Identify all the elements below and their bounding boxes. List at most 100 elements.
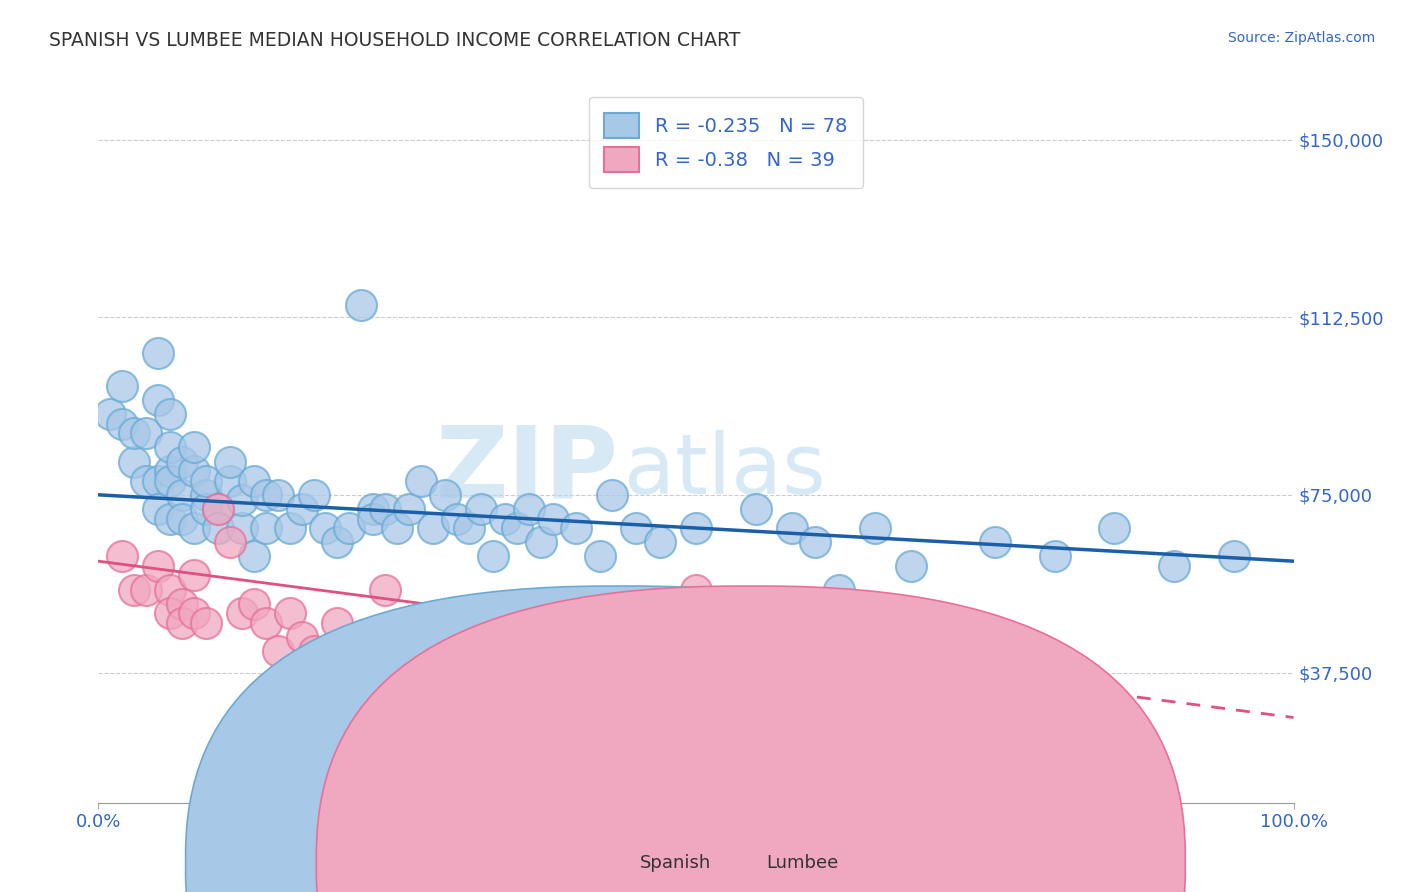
Point	[207, 502, 229, 516]
Point	[135, 426, 157, 441]
Point	[315, 521, 337, 535]
Point	[745, 607, 768, 621]
Point	[411, 474, 433, 488]
Point	[1104, 521, 1126, 535]
Point	[865, 521, 887, 535]
Point	[278, 521, 301, 535]
Point	[470, 615, 492, 630]
Point	[1163, 558, 1185, 573]
Point	[183, 521, 205, 535]
Point	[900, 558, 922, 573]
Point	[302, 488, 325, 502]
Point	[183, 568, 205, 582]
Point	[195, 488, 218, 502]
Point	[219, 455, 242, 469]
Point	[159, 441, 181, 455]
Point	[470, 502, 492, 516]
Point	[984, 535, 1007, 549]
Point	[195, 474, 218, 488]
Point	[541, 654, 564, 668]
Point	[648, 535, 672, 549]
Point	[207, 502, 229, 516]
Point	[243, 549, 266, 564]
Point	[183, 441, 205, 455]
Point	[828, 582, 851, 597]
Point	[124, 426, 146, 441]
Point	[685, 582, 707, 597]
Point	[148, 393, 170, 408]
Point	[865, 630, 887, 644]
Point	[98, 407, 122, 421]
Point	[111, 379, 134, 393]
Point	[148, 474, 170, 488]
Point	[172, 488, 194, 502]
Point	[434, 488, 457, 502]
Point	[446, 630, 468, 644]
Point	[326, 615, 349, 630]
Point	[172, 455, 194, 469]
Point	[709, 630, 731, 644]
Point	[111, 549, 134, 564]
Point	[589, 663, 612, 677]
Point	[685, 521, 707, 535]
Point	[804, 535, 827, 549]
Point	[148, 502, 170, 516]
Point	[267, 644, 290, 658]
Point	[745, 502, 768, 516]
Point	[446, 511, 468, 525]
Point	[148, 558, 170, 573]
Point	[1043, 549, 1066, 564]
Legend: R = -0.235   N = 78, R = -0.38   N = 39: R = -0.235 N = 78, R = -0.38 N = 39	[589, 97, 863, 188]
Point	[924, 615, 946, 630]
Point	[111, 417, 134, 431]
Point	[626, 644, 648, 658]
Text: ZIP: ZIP	[436, 422, 619, 519]
Point	[422, 654, 444, 668]
Point	[530, 535, 553, 549]
Point	[363, 511, 385, 525]
Point	[481, 549, 505, 564]
Point	[195, 502, 218, 516]
Point	[422, 521, 444, 535]
Point	[661, 739, 683, 753]
Point	[506, 521, 529, 535]
Point	[326, 535, 349, 549]
Point	[350, 630, 373, 644]
Point	[148, 345, 170, 359]
Point	[159, 474, 181, 488]
Point	[159, 407, 181, 421]
Point	[183, 607, 205, 621]
Point	[398, 644, 420, 658]
Point	[231, 492, 253, 507]
Point	[339, 521, 361, 535]
Point	[291, 502, 314, 516]
Point	[780, 597, 803, 611]
Point	[506, 644, 529, 658]
Point	[243, 474, 266, 488]
Point	[135, 582, 157, 597]
Point	[159, 582, 181, 597]
Point	[243, 597, 266, 611]
Text: Spanish: Spanish	[640, 855, 711, 872]
Text: Lumbee: Lumbee	[766, 855, 838, 872]
Point	[494, 511, 516, 525]
Point	[302, 644, 325, 658]
Point	[602, 488, 624, 502]
Point	[374, 502, 396, 516]
Point	[172, 597, 194, 611]
Point	[159, 511, 181, 525]
Point	[278, 607, 301, 621]
Point	[207, 521, 229, 535]
Point	[374, 582, 396, 597]
Point	[398, 502, 420, 516]
Point	[780, 521, 803, 535]
Point	[458, 521, 481, 535]
Point	[231, 607, 253, 621]
Point	[219, 535, 242, 549]
Text: atlas: atlas	[624, 430, 825, 511]
Point	[350, 298, 373, 312]
Text: Source: ZipAtlas.com: Source: ZipAtlas.com	[1227, 31, 1375, 45]
Point	[159, 464, 181, 478]
Point	[172, 511, 194, 525]
Point	[124, 582, 146, 597]
